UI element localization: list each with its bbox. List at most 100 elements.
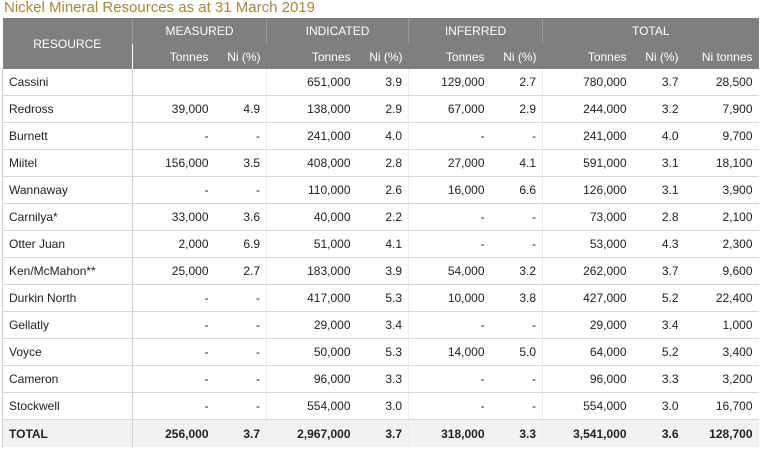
table-row: Stockwell - -554,000 3.0- -554,000 3.0 16,700 [2, 392, 759, 420]
resource-name-cell: Otter Juan [2, 230, 133, 258]
indicated-ni-cell: 2.9 [356, 95, 409, 123]
inferred-ni-cell: 3.2 [490, 257, 543, 285]
total-ni-tonnes-cell: 28,500 [684, 69, 759, 96]
total-ni-cell: 3.0 [632, 392, 685, 420]
indicated-ni-header: Ni (%) [356, 44, 409, 69]
total-ni-tonnes-cell: 128,700 [684, 419, 759, 447]
inferred-tonnes-cell: 129,000 [408, 69, 491, 96]
indicated-tonnes-cell: 29,000 [266, 311, 357, 339]
table-row: Wannaway - -110,000 2.6 16,000 6.6 126,000 3.1 3… [2, 176, 759, 204]
measured-tonnes-cell [132, 69, 215, 96]
measured-ni-cell: - [214, 176, 267, 204]
measured-group-header: MEASURED [131, 18, 267, 44]
inferred-ni-cell: 6.6 [490, 176, 543, 204]
page-title: Nickel Mineral Resources as at 31 March … [4, 0, 315, 16]
indicated-ni-cell: 2.2 [356, 203, 409, 231]
resource-name-cell: Redross [2, 95, 133, 123]
resource-name-cell: TOTAL [2, 419, 133, 447]
total-group-header: TOTAL [542, 18, 759, 44]
inferred-ni-cell: 3.3 [490, 419, 543, 447]
total-ni-tonnes-cell: 2,300 [684, 230, 759, 258]
measured-ni-cell: 4.9 [214, 95, 267, 123]
measured-tonnes-cell: - [132, 284, 215, 312]
total-tonnes-cell: 73,000 [542, 203, 633, 231]
resource-name-cell: Cassini [2, 69, 133, 96]
measured-ni-cell [214, 69, 267, 96]
total-ni-cell: 3.3 [632, 365, 685, 393]
inferred-tonnes-cell: 27,000 [408, 149, 491, 177]
indicated-ni-cell: 3.4 [356, 311, 409, 339]
indicated-tonnes-cell: 408,000 [266, 149, 357, 177]
inferred-ni-cell: 3.8 [490, 284, 543, 312]
resource-name-cell: Stockwell [2, 392, 133, 420]
total-ni-cell: 4.0 [632, 122, 685, 150]
total-tonnes-cell: 126,000 [542, 176, 633, 204]
total-tonnes-cell: 427,000 [542, 284, 633, 312]
resource-name-cell: Ken/McMahon** [2, 257, 133, 285]
measured-tonnes-cell: 2,000 [132, 230, 215, 258]
measured-tonnes-cell: - [132, 338, 215, 366]
total-ni-tonnes-cell: 3,400 [684, 338, 759, 366]
table-row: Gellatly - -29,000 3.4- -29,000 3.4 1,000 [2, 311, 759, 339]
total-tonnes-cell: 262,000 [542, 257, 633, 285]
measured-ni-cell: 3.6 [214, 203, 267, 231]
total-tonnes-cell: 3,541,000 [542, 419, 633, 447]
indicated-tonnes-cell: 554,000 [266, 392, 357, 420]
total-tonnes-cell: 244,000 [542, 95, 633, 123]
indicated-ni-cell: 3.9 [356, 69, 409, 96]
indicated-tonnes-cell: 2,967,000 [266, 419, 357, 447]
resource-name-cell: Wannaway [2, 176, 133, 204]
table-row: Ken/McMahon** 25,000 2.7 183,000 3.9 54,000 3.… [2, 257, 759, 285]
table-row: Redross 39,000 4.9 138,000 2.9 67,000 2.9 244,0… [2, 95, 759, 123]
inferred-tonnes-cell: - [408, 230, 491, 258]
resource-name-cell: Cameron [2, 365, 133, 393]
total-tonnes-cell: 591,000 [542, 149, 633, 177]
indicated-ni-cell: 3.9 [356, 257, 409, 285]
total-tonnes-cell: 53,000 [542, 230, 633, 258]
resources-table: RESOURCE MEASURED INDICATED INFERRED TOT… [2, 18, 759, 447]
inferred-group-header: INFERRED [408, 18, 543, 44]
resource-name-cell: Gellatly [2, 311, 133, 339]
indicated-ni-cell: 5.3 [356, 338, 409, 366]
inferred-tonnes-cell: 14,000 [408, 338, 491, 366]
measured-ni-cell: - [214, 311, 267, 339]
indicated-ni-cell: 4.1 [356, 230, 409, 258]
total-ni-tonnes-cell: 22,400 [684, 284, 759, 312]
total-ni-cell: 3.7 [632, 69, 685, 96]
table-row: Carnilya* 33,000 3.6 40,000 2.2- -73,000 2.8 2,… [2, 203, 759, 231]
total-ni-cell: 3.7 [632, 257, 685, 285]
table-row: Voyce - -50,000 5.3 14,000 5.0 64,000 5.2 3,400 [2, 338, 759, 366]
resource-name-cell: Carnilya* [2, 203, 133, 231]
measured-ni-cell: 2.7 [214, 257, 267, 285]
indicated-tonnes-cell: 50,000 [266, 338, 357, 366]
indicated-ni-cell: 2.8 [356, 149, 409, 177]
total-tonnes-header: Tonnes [542, 44, 633, 69]
total-ni-header: Ni (%) [632, 44, 685, 69]
measured-tonnes-cell: 156,000 [132, 149, 215, 177]
measured-ni-cell: - [214, 392, 267, 420]
indicated-ni-cell: 2.6 [356, 176, 409, 204]
indicated-ni-cell: 3.7 [356, 419, 409, 447]
indicated-ni-cell: 5.3 [356, 284, 409, 312]
indicated-tonnes-cell: 96,000 [266, 365, 357, 393]
table-row: Cameron - -96,000 3.3- -96,000 3.3 3,200 [2, 365, 759, 393]
measured-tonnes-cell: 25,000 [132, 257, 215, 285]
total-ni-tonnes-cell: 18,100 [684, 149, 759, 177]
indicated-tonnes-cell: 110,000 [266, 176, 357, 204]
inferred-tonnes-cell: - [408, 122, 491, 150]
measured-ni-cell: - [214, 284, 267, 312]
inferred-ni-cell: - [490, 311, 543, 339]
measured-tonnes-cell: 39,000 [132, 95, 215, 123]
resource-name-cell: Durkin North [2, 284, 133, 312]
inferred-tonnes-cell: 67,000 [408, 95, 491, 123]
inferred-tonnes-cell: - [408, 311, 491, 339]
total-tonnes-cell: 554,000 [542, 392, 633, 420]
total-ni-cell: 5.2 [632, 338, 685, 366]
table-row: Durkin North - -417,000 5.3 10,000 3.8 427,000… [2, 284, 759, 312]
indicated-tonnes-cell: 40,000 [266, 203, 357, 231]
measured-tonnes-cell: - [132, 365, 215, 393]
total-ni-tonnes-cell: 2,100 [684, 203, 759, 231]
indicated-group-header: INDICATED [266, 18, 409, 44]
measured-tonnes-cell: - [132, 122, 215, 150]
total-row: TOTAL 256,000 3.7 2,967,000 3.7 318,000 3.3 3,5… [2, 419, 759, 447]
